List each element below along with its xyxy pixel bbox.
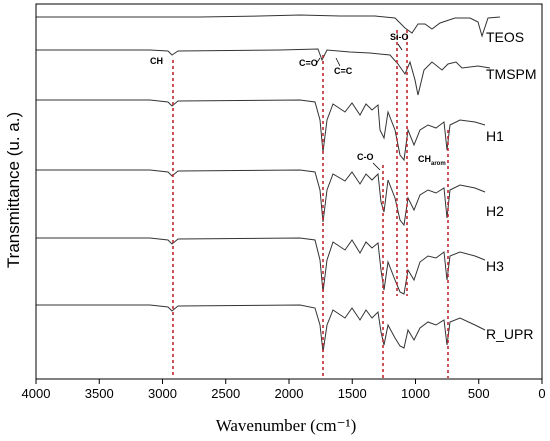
- spectrum-h1: [36, 99, 486, 162]
- series-label-tmspm: TMSPM: [486, 66, 537, 82]
- annotation-c-o: C-O: [357, 152, 374, 162]
- reference-lines: [172, 30, 449, 378]
- series-label-h2: H2: [486, 203, 504, 219]
- x-tick-label-2000: 2000: [275, 386, 304, 401]
- x-axis-ticks: 4000 3500 3000 2500 2000 1500 1000 500 0: [22, 379, 546, 401]
- annotation-c-o-arrow: [372, 162, 381, 171]
- spectrum-h2: [36, 169, 486, 227]
- spectrum-teos: [36, 14, 501, 38]
- annotation-ch-arom-main: CH: [418, 154, 431, 164]
- x-tick-label-0: 0: [538, 386, 545, 401]
- x-tick-label-1500: 1500: [338, 386, 367, 401]
- annotation-c-c-arrow: [335, 57, 341, 67]
- series-label-teos: TEOS: [486, 29, 524, 45]
- x-tick-label-1000: 1000: [401, 386, 430, 401]
- series-label-h3: H3: [486, 258, 504, 274]
- series-label-r-upr: R_UPR: [486, 326, 533, 342]
- annotation-ch-arom: CHarom: [418, 154, 446, 167]
- spectrum-tmspm: [36, 48, 491, 96]
- x-tick-label-3500: 3500: [85, 386, 114, 401]
- spectra: [36, 14, 501, 353]
- spectrum-h3: [36, 237, 486, 295]
- series-label-h1: H1: [486, 128, 504, 144]
- spectrum-r-upr: [36, 304, 486, 353]
- annotation-si-o-arrow: [397, 43, 403, 51]
- x-tick-label-500: 500: [468, 386, 490, 401]
- annotation-ch: CH: [150, 56, 163, 66]
- annotation-si-o: Si-O: [390, 32, 409, 42]
- x-tick-label-3000: 3000: [148, 386, 177, 401]
- x-tick-label-2500: 2500: [211, 386, 240, 401]
- annotation-c-o-double: C=O: [299, 58, 318, 68]
- annotations: CH C=O C=C Si-O C-O CHarom: [150, 32, 446, 171]
- annotation-c-c: C=C: [334, 66, 353, 76]
- annotation-c-o-double-arrow: [315, 57, 321, 65]
- x-tick-label-4000: 4000: [22, 386, 51, 401]
- plot-frame: [35, 3, 543, 380]
- series-labels: TEOS TMSPM H1 H2 H3 R_UPR: [486, 29, 537, 342]
- y-axis-label: Transmittance (u. a.): [4, 112, 23, 268]
- annotation-ch-arom-sub: arom: [431, 161, 446, 167]
- x-axis-label: Wavenumber (cm⁻¹): [216, 416, 357, 435]
